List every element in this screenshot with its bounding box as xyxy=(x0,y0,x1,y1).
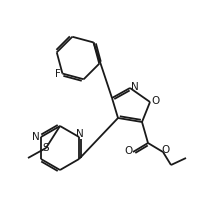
Text: F: F xyxy=(54,69,60,79)
Text: O: O xyxy=(124,146,133,156)
Text: O: O xyxy=(151,96,159,106)
Text: N: N xyxy=(130,82,138,92)
Text: N: N xyxy=(76,129,83,139)
Text: N: N xyxy=(32,132,40,142)
Text: S: S xyxy=(42,143,49,153)
Text: O: O xyxy=(161,145,169,155)
